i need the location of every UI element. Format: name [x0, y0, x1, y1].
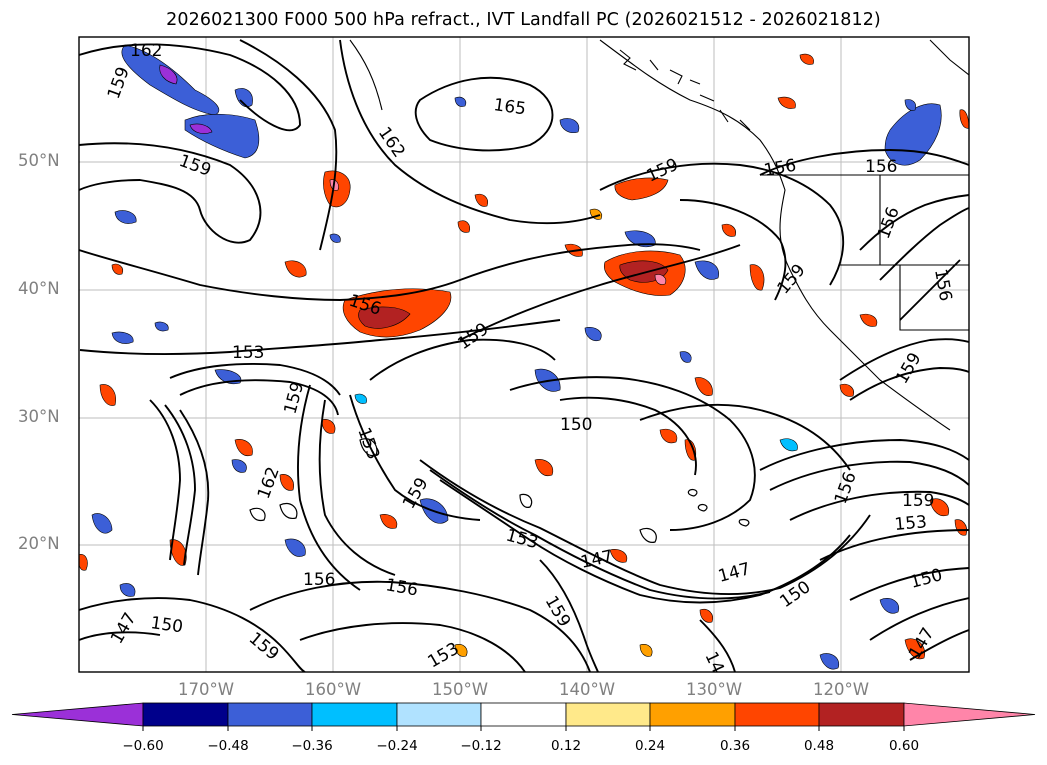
colorbar-extend-right [903, 702, 1036, 727]
contour-label: 150 [149, 613, 184, 637]
lon-label: 160°W [304, 680, 362, 699]
small-contour-loops [249, 438, 750, 543]
lon-label: 120°W [812, 680, 870, 699]
colorbar-segment [142, 702, 229, 727]
negative-anomaly-fills [91, 44, 942, 670]
colorbar-tick-label: −0.48 [207, 738, 249, 754]
colorbar-ticks [142, 726, 905, 731]
lon-label: 140°W [558, 680, 616, 699]
colorbar-tick-label: −0.12 [460, 738, 502, 754]
colorbar-segment [311, 702, 398, 727]
colorbar-segment [227, 702, 313, 727]
map-title: 2026021300 F000 500 hPa refract., IVT La… [166, 10, 881, 30]
lat-label: 50°N [18, 151, 60, 170]
colorbar-segment [480, 702, 567, 727]
lon-label: 130°W [685, 680, 743, 699]
colorbar-segment [818, 702, 905, 727]
colorbar-tick-label: 0.36 [719, 738, 751, 754]
colorbar-tick-label: −0.60 [122, 738, 164, 754]
positive-anomaly-fills [79, 53, 969, 660]
refractivity-contours [79, 39, 969, 672]
colorbar-extend-left [11, 702, 144, 727]
contour-label: 162 [130, 41, 162, 61]
colorbar-tick-label: 0.24 [634, 738, 666, 754]
colorbar-tick-label: −0.36 [291, 738, 333, 754]
contour-label: 156 [303, 570, 335, 590]
lat-label: 30°N [18, 407, 60, 426]
colorbar-tick-label: 0.60 [888, 738, 920, 754]
colorbar-segment [565, 702, 651, 727]
contour-label: 159 [902, 491, 934, 511]
contour-label: 153 [894, 512, 928, 535]
colorbar-tick-label: 0.48 [803, 738, 835, 754]
contour-label: 165 [492, 95, 527, 119]
graticule [79, 37, 969, 672]
lon-label: 150°W [431, 680, 489, 699]
colorbar-segment [734, 702, 820, 727]
map-plot-area [79, 37, 969, 672]
coastlines [349, 39, 969, 431]
colorbar-tick-label: 0.12 [550, 738, 582, 754]
contour-label: 153 [232, 343, 264, 363]
colorbar-segment [396, 702, 482, 727]
lat-label: 40°N [18, 279, 60, 298]
colorbar-tick-label: −0.24 [376, 738, 418, 754]
contour-label: 150 [560, 415, 592, 435]
lat-label: 20°N [18, 534, 60, 553]
colorbar-segment [649, 702, 736, 727]
contour-label: 156 [865, 157, 897, 177]
colorbar [11, 702, 1036, 731]
lon-label: 170°W [177, 680, 235, 699]
map-frame [78, 36, 970, 673]
